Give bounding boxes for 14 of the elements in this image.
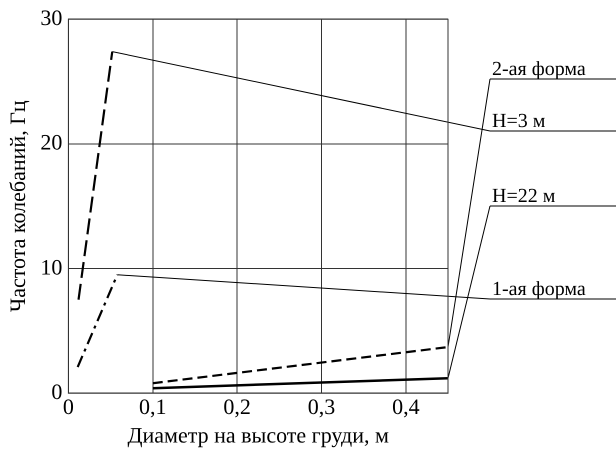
annotation: H=22 м bbox=[492, 185, 556, 207]
x-tick-label: 0,4 bbox=[392, 394, 420, 420]
y-tick-label: 0 bbox=[51, 378, 62, 404]
annotation: H=3 м bbox=[492, 110, 546, 132]
x-tick-label: 0,1 bbox=[139, 394, 167, 420]
x-tick-label: 0,3 bbox=[308, 394, 336, 420]
y-tick-label: 30 bbox=[40, 4, 62, 30]
y-tick-label: 10 bbox=[40, 254, 62, 280]
y-axis-title: Частота колебаний, Гц bbox=[4, 100, 30, 312]
x-axis-title: Диаметр на высоте груди, м bbox=[127, 422, 389, 448]
annotation: 2-ая форма bbox=[492, 58, 586, 80]
annotation: 1-ая форма bbox=[492, 278, 586, 300]
y-tick-label: 20 bbox=[40, 130, 62, 155]
x-tick-label: 0,2 bbox=[223, 394, 251, 420]
